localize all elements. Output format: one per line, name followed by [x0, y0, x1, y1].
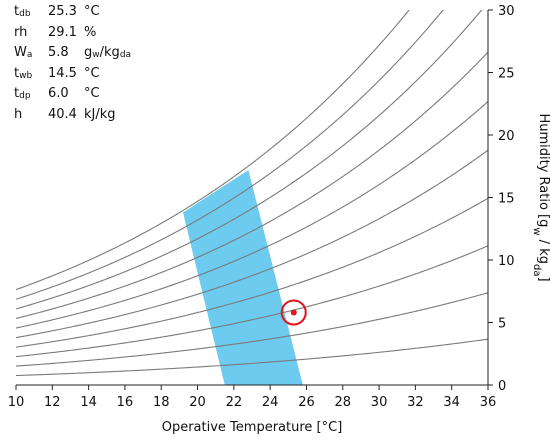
y-tick-label: 10 [498, 254, 515, 269]
x-tick-label: 16 [117, 395, 134, 410]
rh-curve-80 [16, 10, 483, 310]
x-tick-label: 12 [44, 395, 61, 410]
readout-unit: °C [84, 4, 100, 19]
readout-value: 25.3 [48, 4, 77, 19]
comfort-zone [183, 170, 303, 385]
x-tick-label: 26 [298, 395, 315, 410]
y-tick-label: 25 [498, 67, 515, 82]
readout-row: rh 29.1% [14, 25, 131, 46]
y-tick-label: 0 [498, 379, 506, 394]
x-axis-label: Operative Temperature [°C] [162, 420, 343, 435]
x-tick-label: 18 [153, 395, 170, 410]
rh-curve-40 [16, 197, 488, 348]
readout-value: 40.4 [48, 106, 77, 122]
y-tick-label: 15 [498, 192, 515, 207]
rh-curve-20 [16, 292, 488, 367]
readout-symbol: tdp [14, 86, 31, 101]
readout-symbol: rh [14, 24, 28, 40]
readout-row: twb 14.5 °C [14, 66, 131, 87]
readout-symbol: Wa [14, 45, 33, 60]
rh-curve-100 [16, 10, 410, 291]
readout-value: 29.1 [48, 24, 77, 40]
x-tick-label: 28 [334, 395, 351, 410]
readout-row: tdp 6.0 °C [14, 86, 131, 107]
readout-unit: °C [84, 65, 100, 81]
readout-value: 14.5 [48, 65, 77, 81]
readout-row: Wa 5.8 gw/kgda [14, 45, 131, 66]
state-point [290, 309, 297, 316]
rh-curve-70 [16, 51, 488, 320]
x-tick-label: 20 [189, 395, 206, 410]
readout-row: tdb 25.3 °C [14, 4, 131, 25]
readout-unit: °C [84, 86, 100, 101]
x-tick-label: 22 [226, 395, 243, 410]
readout-row: h 40.4 kJ/kg [14, 107, 131, 128]
psychro-readout: tdb 25.3 °C rh 29.1% Wa 5.8 gw/kgda twb 14.5 °C tdp… [14, 4, 131, 127]
x-tick-label: 24 [262, 395, 279, 410]
y-tick-label: 30 [498, 4, 515, 19]
x-tick-label: 10 [8, 395, 25, 410]
readout-unit: % [84, 24, 97, 40]
y-tick-label: 20 [498, 129, 515, 144]
readout-value: 5.8 [48, 45, 69, 60]
y-tick-label: 5 [498, 317, 506, 332]
readout-unit: gw/kgda [84, 45, 132, 60]
x-tick-label: 30 [371, 395, 388, 410]
rh-curve-50 [16, 149, 488, 339]
rh-curve-60 [16, 101, 488, 329]
readout-symbol: twb [14, 65, 33, 81]
y-axis-label: Humidity Ratio [gw / kgda] [532, 113, 550, 281]
rh-curve-30 [16, 245, 488, 358]
x-tick-label: 14 [80, 395, 97, 410]
rh-curve-90 [16, 10, 444, 300]
x-tick-label: 32 [407, 395, 424, 410]
state-point-ring [280, 299, 307, 326]
readout-unit: kJ/kg [84, 106, 116, 122]
x-tick-label: 34 [443, 395, 460, 410]
x-tick-label: 36 [480, 395, 497, 410]
rh-curve-10 [16, 338, 488, 377]
readout-value: 6.0 [48, 86, 69, 101]
readout-symbol: h [14, 106, 23, 122]
readout-symbol: tdb [14, 4, 31, 19]
